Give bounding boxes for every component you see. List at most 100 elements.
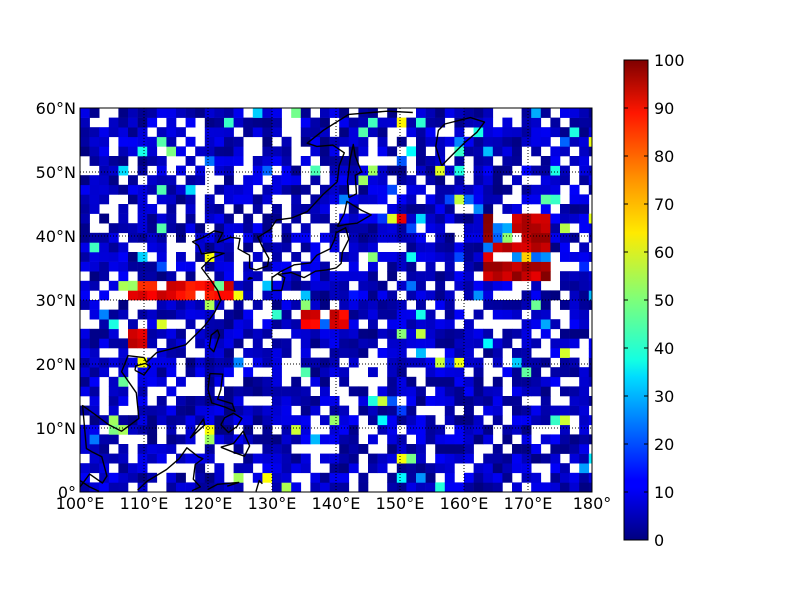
heatmap-cell — [502, 156, 513, 166]
heatmap-cell — [137, 194, 148, 205]
heatmap-cell — [108, 261, 119, 272]
heatmap-cell — [396, 434, 407, 445]
heatmap-cell — [137, 415, 148, 426]
heatmap-cell — [473, 482, 484, 493]
heatmap-cell — [579, 328, 590, 339]
heatmap-cell — [473, 213, 484, 224]
heatmap-cell — [358, 482, 369, 493]
heatmap-cell — [348, 434, 359, 445]
heatmap-cell — [224, 252, 234, 262]
heatmap-cell — [243, 367, 254, 378]
heatmap-cell — [454, 213, 465, 224]
heatmap-cell — [588, 213, 593, 224]
heatmap-cell — [579, 463, 590, 474]
heatmap-cell — [512, 444, 522, 454]
heatmap-cell — [473, 194, 484, 205]
heatmap-cell — [99, 184, 110, 195]
heatmap-cell — [531, 290, 542, 301]
heatmap-cell — [560, 300, 570, 310]
heatmap-cell — [473, 280, 484, 291]
heatmap-cell — [166, 444, 177, 454]
heatmap-cell — [444, 184, 455, 195]
heatmap-cell — [377, 194, 388, 205]
heatmap-cell — [416, 108, 426, 118]
heatmap-cell — [176, 261, 186, 272]
heatmap-cell — [579, 376, 590, 387]
heatmap-cell — [550, 415, 561, 426]
heatmap-cell — [387, 108, 398, 118]
heatmap-cell — [492, 348, 503, 358]
heatmap-cell — [243, 280, 254, 291]
heatmap-cell — [512, 146, 522, 157]
heatmap-cell — [579, 136, 590, 147]
heatmap-cell — [166, 482, 177, 493]
heatmap-cell — [454, 271, 465, 282]
heatmap-cell — [339, 213, 350, 224]
heatmap-cell — [99, 415, 110, 426]
heatmap-cell — [521, 472, 532, 483]
heatmap-cell — [368, 223, 378, 234]
heatmap-cell — [560, 223, 570, 234]
heatmap-cell — [214, 482, 225, 493]
heatmap-cell — [243, 319, 254, 330]
heatmap-cell — [339, 136, 350, 147]
heatmap-cell — [387, 223, 398, 234]
heatmap-cell — [569, 117, 580, 128]
heatmap-cell — [396, 405, 407, 416]
heatmap-cell — [473, 386, 484, 397]
heatmap-cell — [329, 367, 340, 378]
heatmap-cell — [368, 242, 378, 253]
heatmap-cell — [502, 300, 513, 310]
heatmap-cell — [291, 213, 302, 224]
heatmap-cell — [185, 184, 196, 195]
heatmap-cell — [540, 453, 551, 464]
heatmap-cell — [310, 290, 321, 301]
heatmap-cell — [579, 472, 590, 483]
heatmap-cell — [214, 165, 225, 176]
heatmap-cell — [128, 261, 138, 272]
heatmap-cell — [195, 242, 206, 253]
colorbar-tick-label: 30 — [654, 387, 674, 406]
heatmap-cell — [176, 415, 186, 426]
heatmap-cell — [320, 357, 330, 368]
heatmap-cell — [416, 136, 426, 147]
heatmap-cell — [531, 213, 542, 224]
heatmap-cell — [291, 482, 302, 493]
heatmap-cell — [329, 290, 340, 301]
heatmap-cell — [300, 280, 311, 291]
heatmap-cell — [233, 472, 244, 483]
heatmap-cell — [80, 146, 90, 157]
heatmap-cell — [502, 424, 513, 435]
heatmap-cell — [204, 405, 215, 416]
coastline-path — [247, 276, 253, 281]
heatmap-cell — [579, 194, 590, 205]
heatmap-cell — [454, 117, 465, 128]
heatmap-cell — [416, 309, 426, 320]
heatmap-cell — [233, 405, 244, 416]
heatmap-cell — [569, 108, 580, 118]
heatmap-cell — [512, 156, 522, 166]
heatmap-cell — [166, 108, 177, 118]
heatmap-cell — [464, 319, 474, 330]
heatmap-cell — [137, 184, 148, 195]
heatmap-cell — [320, 472, 330, 483]
heatmap-cell — [118, 136, 129, 147]
heatmap-cell — [579, 146, 590, 157]
heatmap-cell — [166, 424, 177, 435]
heatmap-cell — [99, 127, 110, 138]
heatmap-cell — [368, 463, 378, 474]
heatmap-cell — [569, 319, 580, 330]
heatmap-cell — [435, 444, 446, 454]
heatmap-cell — [281, 348, 292, 358]
heatmap-cell — [348, 463, 359, 474]
heatmap-cell — [348, 319, 359, 330]
heatmap-cell — [329, 405, 340, 416]
x-tick-label: 140°E — [312, 494, 361, 513]
heatmap-cell — [396, 357, 407, 368]
heatmap-cell — [166, 127, 177, 138]
heatmap-cell — [147, 434, 158, 445]
heatmap-cell — [588, 396, 593, 406]
heatmap-cell — [396, 232, 407, 243]
heatmap-cell — [272, 261, 282, 272]
heatmap-cell — [233, 108, 244, 118]
